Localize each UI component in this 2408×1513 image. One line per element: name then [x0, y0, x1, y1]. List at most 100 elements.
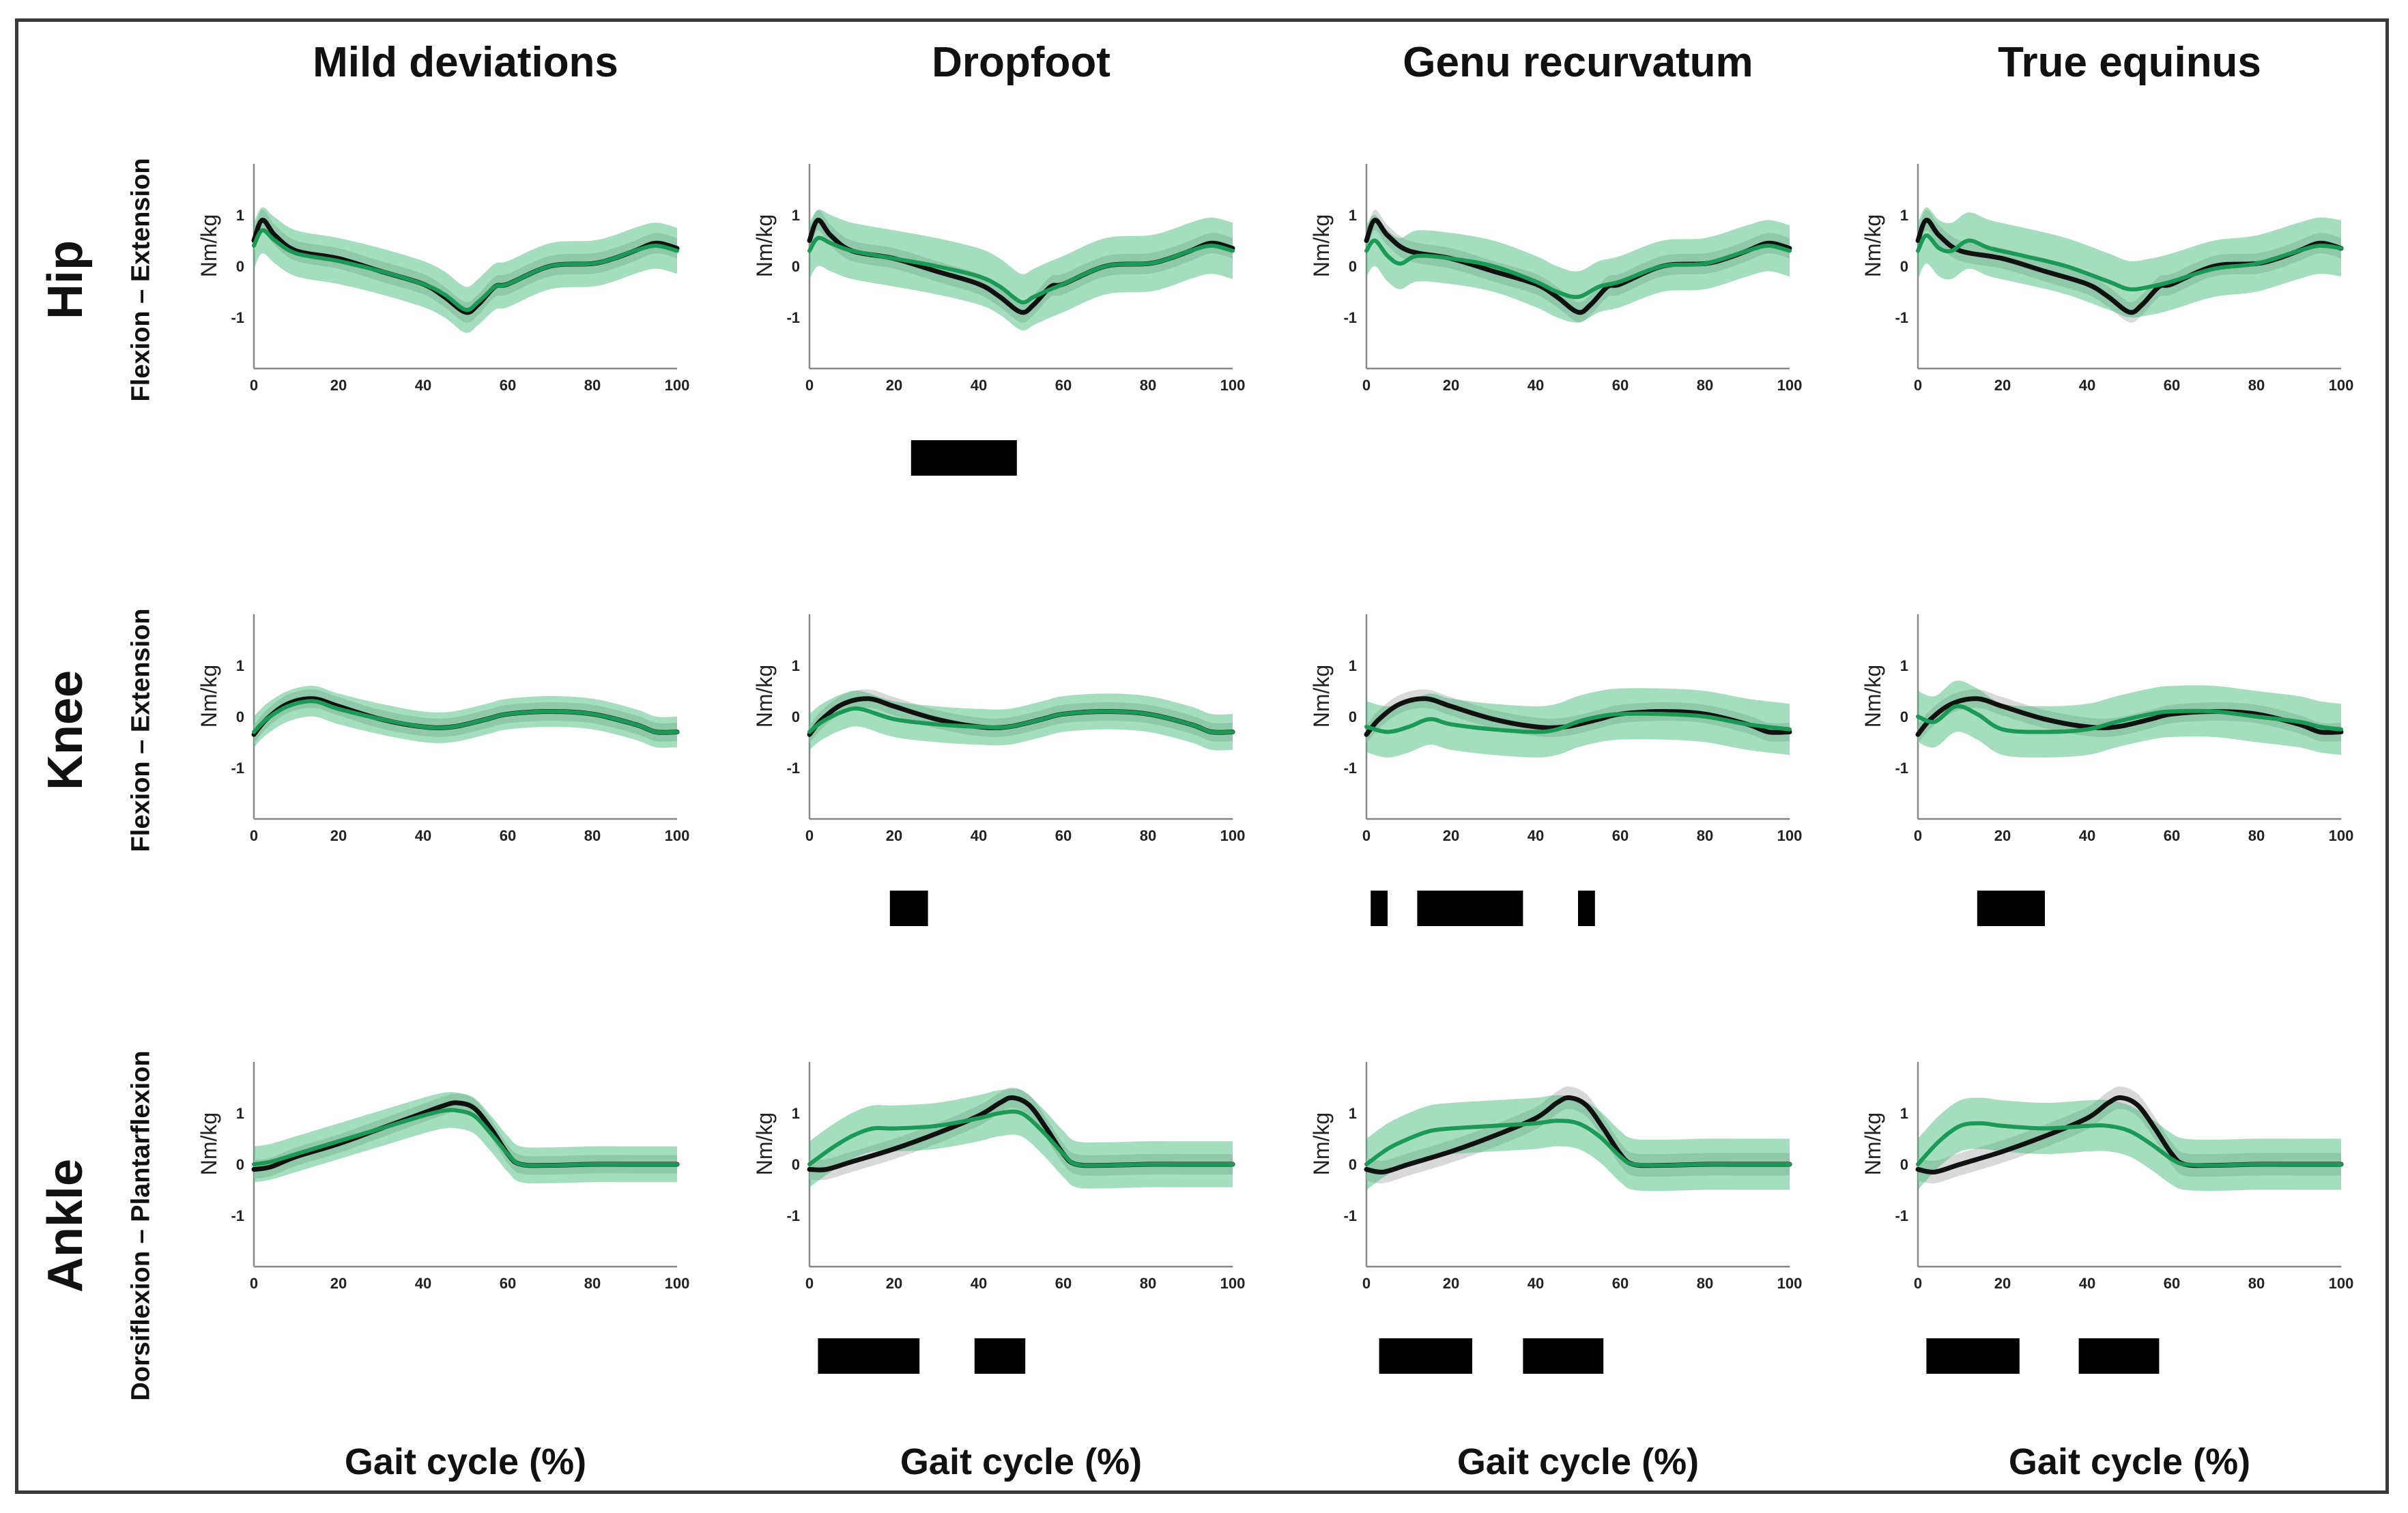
band-reference-knee-dropfoot: [809, 689, 1233, 744]
significance-bar-2-ankle-genu-recurvatum: [1523, 1338, 1604, 1374]
y-tick-label--1-ankle-mild-deviations: -1: [231, 1207, 244, 1224]
band-reference-ankle-true-equinus: [1918, 1086, 2341, 1184]
x-tick-label-40-knee-mild-deviations: 40: [415, 827, 431, 844]
y-tick-label-1-hip-mild-deviations: 1: [236, 207, 244, 224]
y-tick-label--1-ankle-genu-recurvatum: -1: [1343, 1207, 1357, 1224]
x-tick-label-20-knee-true-equinus: 20: [1994, 827, 2011, 844]
band-reference-ankle-mild-deviations: [254, 1093, 677, 1179]
significance-bar-2-ankle-dropfoot: [974, 1338, 1026, 1374]
x-tick-label-80-knee-true-equinus: 80: [2248, 827, 2265, 844]
line-true-equinus-hip-true-equinus: [1916, 233, 2343, 292]
panel-hip-dropfoot: 0 20 40 60 80 100 1 0 -1 Nm/kg: [752, 164, 1245, 476]
y-tick-label--1-hip-dropfoot: -1: [786, 309, 800, 326]
x-tick-label-80-knee-genu-recurvatum: 80: [1697, 827, 1713, 844]
x-tick-label-60-hip-mild-deviations: 60: [500, 377, 516, 394]
significance-bar-2-ankle-true-equinus: [2078, 1338, 2160, 1374]
x-tick-label-40-ankle-genu-recurvatum: 40: [1528, 1275, 1544, 1292]
x-tick-label-100-ankle-mild-deviations: 100: [665, 1275, 690, 1292]
x-axis-title-dropfoot: Gait cycle (%): [900, 1441, 1142, 1482]
x-tick-label-20-knee-genu-recurvatum: 20: [1443, 827, 1459, 844]
band-mild-deviations-ankle-mild-deviations: [254, 1092, 677, 1184]
panel-knee-true-equinus: 0 20 40 60 80 100 1 0 -1 Nm/kg: [1861, 614, 2353, 926]
y-tick-label-1-knee-mild-deviations: 1: [236, 657, 244, 674]
x-tick-label-80-ankle-genu-recurvatum: 80: [1697, 1275, 1713, 1292]
band-reference-knee-genu-recurvatum: [1366, 689, 1790, 744]
y-tick-label--1-hip-mild-deviations: -1: [231, 309, 244, 326]
band-true-equinus-hip-true-equinus: [1918, 207, 2341, 318]
significance-bar-2-knee-genu-recurvatum: [1417, 891, 1523, 926]
y-tick-label-0-ankle-true-equinus: 0: [1900, 1156, 1908, 1173]
x-tick-label-100-knee-mild-deviations: 100: [665, 827, 690, 844]
band-genu-recurvatum-hip-genu-recurvatum: [1366, 214, 1790, 323]
x-tick-label-20-ankle-dropfoot: 20: [886, 1275, 902, 1292]
y-tick-label-0-hip-mild-deviations: 0: [236, 258, 244, 275]
y-tick-label--1-knee-mild-deviations: -1: [231, 760, 244, 777]
band-reference-hip-dropfoot: [809, 210, 1233, 323]
x-tick-label-80-ankle-true-equinus: 80: [2248, 1275, 2265, 1292]
x-tick-label-80-ankle-dropfoot: 80: [1140, 1275, 1156, 1292]
y-tick-label--1-knee-true-equinus: -1: [1895, 760, 1908, 777]
y-tick-label-0-knee-genu-recurvatum: 0: [1349, 708, 1357, 725]
line-mild-deviations-hip-mild-deviations: [252, 228, 679, 313]
row-title-hip: Hip: [38, 240, 93, 319]
x-tick-label-80-knee-dropfoot: 80: [1140, 827, 1156, 844]
band-reference-hip-genu-recurvatum: [1366, 210, 1790, 323]
x-tick-label-100-knee-dropfoot: 100: [1220, 827, 1246, 844]
x-tick-label-0-knee-genu-recurvatum: 0: [1362, 827, 1371, 844]
x-tick-label-0-ankle-dropfoot: 0: [805, 1275, 814, 1292]
row-subtitle-ankle: Dorsiflexion – Plantarflexion: [126, 1050, 155, 1400]
band-reference-ankle-genu-recurvatum: [1366, 1086, 1790, 1184]
x-tick-label-80-hip-genu-recurvatum: 80: [1697, 377, 1713, 394]
x-tick-label-100-hip-genu-recurvatum: 100: [1777, 377, 1803, 394]
significance-bar-1-knee-dropfoot: [889, 891, 928, 926]
y-tick-label-1-knee-genu-recurvatum: 1: [1349, 657, 1357, 674]
x-tick-label-40-hip-mild-deviations: 40: [415, 377, 431, 394]
y-tick-label-1-ankle-true-equinus: 1: [1900, 1105, 1908, 1122]
y-axis-label-hip-dropfoot: Nm/kg: [752, 214, 777, 277]
x-tick-label-0-hip-mild-deviations: 0: [250, 377, 258, 394]
row-title-knee: Knee: [38, 670, 93, 790]
x-tick-label-40-knee-true-equinus: 40: [2079, 827, 2095, 844]
significance-bar-1-ankle-genu-recurvatum: [1379, 1338, 1472, 1374]
line-genu-recurvatum-hip-genu-recurvatum: [1364, 238, 1792, 300]
x-tick-label-20-ankle-mild-deviations: 20: [330, 1275, 347, 1292]
x-tick-label-100-ankle-genu-recurvatum: 100: [1777, 1275, 1803, 1292]
x-tick-label-20-hip-true-equinus: 20: [1994, 377, 2011, 394]
x-tick-label-20-ankle-genu-recurvatum: 20: [1443, 1275, 1459, 1292]
panel-ankle-genu-recurvatum: 0 20 40 60 80 100 1 0 -1 Nm/kg: [1309, 1062, 1802, 1374]
y-tick-label--1-hip-true-equinus: -1: [1895, 309, 1908, 326]
line-true-equinus-knee-true-equinus: [1916, 704, 2343, 734]
x-tick-label-0-knee-dropfoot: 0: [805, 827, 814, 844]
x-tick-label-80-hip-true-equinus: 80: [2248, 377, 2265, 394]
x-axis-title-mild-deviations: Gait cycle (%): [345, 1441, 586, 1482]
x-tick-label-20-hip-genu-recurvatum: 20: [1443, 377, 1459, 394]
x-tick-label-0-ankle-mild-deviations: 0: [250, 1275, 258, 1292]
significance-bar-1-hip-dropfoot: [911, 440, 1017, 476]
band-dropfoot-knee-dropfoot: [809, 690, 1233, 751]
x-tick-label-40-hip-genu-recurvatum: 40: [1528, 377, 1544, 394]
y-axis-label-knee-mild-deviations: Nm/kg: [197, 665, 221, 727]
x-tick-label-40-ankle-mild-deviations: 40: [415, 1275, 431, 1292]
y-tick-label-1-hip-true-equinus: 1: [1900, 207, 1908, 224]
x-tick-label-40-ankle-true-equinus: 40: [2079, 1275, 2095, 1292]
line-genu-recurvatum-knee-genu-recurvatum: [1364, 711, 1792, 734]
y-tick-label-1-knee-dropfoot: 1: [792, 657, 800, 674]
y-tick-label-0-knee-dropfoot: 0: [792, 708, 800, 725]
y-tick-label-0-ankle-dropfoot: 0: [792, 1156, 800, 1173]
x-tick-label-60-ankle-true-equinus: 60: [2164, 1275, 2180, 1292]
x-tick-label-0-hip-dropfoot: 0: [805, 377, 814, 394]
x-tick-label-100-knee-genu-recurvatum: 100: [1777, 827, 1803, 844]
y-tick-label--1-hip-genu-recurvatum: -1: [1343, 309, 1357, 326]
y-tick-label-0-hip-true-equinus: 0: [1900, 258, 1908, 275]
y-tick-label-1-hip-dropfoot: 1: [792, 207, 800, 224]
row-subtitle-hip: Flexion – Extension: [126, 158, 155, 402]
x-tick-label-80-hip-dropfoot: 80: [1140, 377, 1156, 394]
x-tick-label-40-knee-genu-recurvatum: 40: [1528, 827, 1544, 844]
figure-frame: [15, 18, 2389, 1494]
significance-bar-1-ankle-dropfoot: [818, 1338, 920, 1374]
y-axis-label-knee-true-equinus: Nm/kg: [1861, 665, 1885, 727]
line-dropfoot-ankle-dropfoot: [807, 1109, 1235, 1168]
column-title-mild-deviations: Mild deviations: [313, 39, 618, 86]
x-tick-label-60-knee-dropfoot: 60: [1055, 827, 1072, 844]
band-true-equinus-ankle-true-equinus: [1918, 1097, 2341, 1191]
